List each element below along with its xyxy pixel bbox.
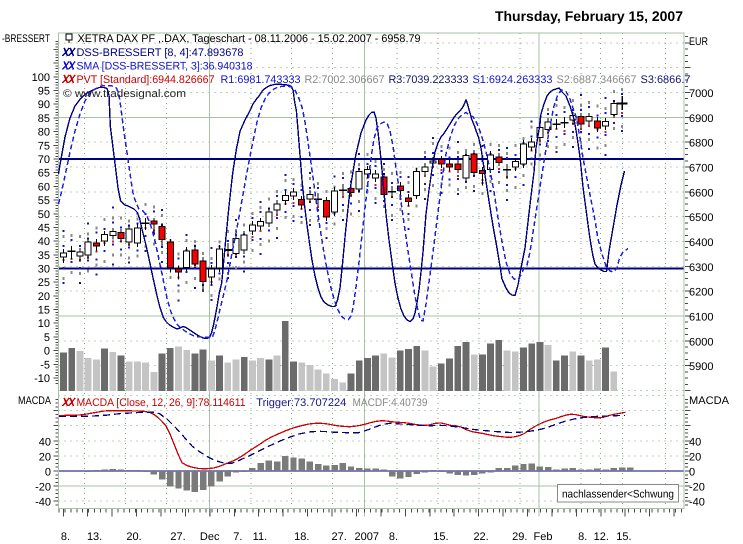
svg-text:DSS-BRESSERT [8, 4]:47.893678: DSS-BRESSERT [8, 4]:47.893678 [77, 47, 244, 59]
svg-text:R3:7039.223333: R3:7039.223333 [389, 74, 469, 86]
svg-text:35: 35 [38, 250, 50, 262]
svg-text:27.: 27. [170, 531, 185, 543]
svg-text:40: 40 [39, 436, 51, 448]
svg-text:25: 25 [38, 277, 50, 289]
svg-text:11.: 11. [253, 531, 267, 543]
svg-text:75: 75 [38, 140, 50, 152]
svg-text:Dec: Dec [200, 531, 220, 543]
svg-text:22.: 22. [473, 531, 488, 543]
svg-text:5900: 5900 [689, 361, 713, 373]
svg-text:-10: -10 [34, 373, 50, 385]
svg-text:-20: -20 [35, 482, 51, 494]
svg-text:15.: 15. [433, 531, 448, 543]
svg-text:12.: 12. [594, 531, 609, 543]
svg-text:8.: 8. [389, 531, 398, 543]
svg-text:nachlassender<Schwung: nachlassender<Schwung [562, 489, 674, 501]
svg-text:6400: 6400 [689, 237, 713, 249]
svg-text:6800: 6800 [689, 138, 713, 150]
svg-text:6900: 6900 [689, 113, 713, 125]
svg-text:20: 20 [39, 451, 51, 463]
svg-text:18.: 18. [294, 531, 309, 543]
svg-text:6100: 6100 [689, 312, 713, 324]
svg-text:-20: -20 [689, 482, 705, 494]
svg-text:95: 95 [38, 86, 50, 98]
svg-text:15: 15 [38, 305, 50, 317]
svg-text:-40: -40 [689, 497, 705, 509]
svg-text:© www.tradesignal.com: © www.tradesignal.com [63, 88, 186, 100]
svg-text:20: 20 [38, 291, 50, 303]
svg-text:-BRESSERT: -BRESSERT [2, 33, 50, 45]
svg-text:7.: 7. [233, 531, 242, 543]
svg-text:0: 0 [45, 467, 51, 479]
svg-text:MACDF:4.40739: MACDF:4.40739 [353, 397, 428, 409]
svg-text:13.: 13. [87, 531, 102, 543]
svg-text:15.: 15. [616, 531, 631, 543]
svg-text:20.: 20. [126, 531, 141, 543]
svg-text:PVT [Standard]:6944.826667: PVT [Standard]:6944.826667 [77, 74, 215, 86]
svg-text:2007: 2007 [355, 531, 379, 543]
svg-text:80: 80 [38, 127, 50, 139]
svg-text:Feb: Feb [534, 531, 553, 543]
svg-text:90: 90 [38, 99, 50, 111]
svg-text:EUR: EUR [689, 36, 708, 48]
svg-text:45: 45 [38, 222, 50, 234]
svg-text:Trigger:73.707224: Trigger:73.707224 [256, 397, 346, 409]
svg-text:S2:6887.346667: S2:6887.346667 [557, 74, 637, 86]
svg-text:29.: 29. [512, 531, 527, 543]
svg-text:XETRA DAX PF ,.DAX, Tageschart: XETRA DAX PF ,.DAX, Tageschart - 08.11.2… [78, 33, 421, 45]
svg-text:S3:6866.7: S3:6866.7 [641, 74, 691, 86]
svg-text:70: 70 [38, 154, 50, 166]
svg-text:MACDA [Close, 12, 26, 9]:78.11: MACDA [Close, 12, 26, 9]:78.114611 [77, 397, 246, 409]
svg-text:7000: 7000 [689, 88, 713, 100]
svg-text:6500: 6500 [689, 212, 713, 224]
svg-text:65: 65 [38, 168, 50, 180]
svg-text:55: 55 [38, 195, 50, 207]
svg-text:85: 85 [38, 113, 50, 125]
svg-text:50: 50 [38, 209, 50, 221]
svg-text:40: 40 [689, 436, 701, 448]
svg-text:-40: -40 [35, 497, 51, 509]
svg-text:6200: 6200 [689, 287, 713, 299]
svg-text:0: 0 [689, 467, 695, 479]
svg-text:-5: -5 [40, 359, 50, 371]
svg-text:SMA [DSS-BRESSERT, 3]:36.94031: SMA [DSS-BRESSERT, 3]:36.940318 [77, 61, 253, 73]
svg-text:100: 100 [32, 72, 50, 84]
svg-text:8.: 8. [578, 531, 587, 543]
svg-text:60: 60 [38, 181, 50, 193]
svg-text:6000: 6000 [689, 336, 713, 348]
svg-text:MACDA: MACDA [689, 395, 730, 407]
svg-text:6600: 6600 [689, 187, 713, 199]
svg-text:30: 30 [38, 264, 50, 276]
svg-text:MACDA: MACDA [18, 395, 52, 407]
svg-text:5: 5 [44, 332, 50, 344]
svg-text:27.: 27. [332, 531, 347, 543]
svg-text:S1:6924.263333: S1:6924.263333 [473, 74, 553, 86]
svg-text:8.: 8. [61, 531, 70, 543]
svg-text:Thursday, February 15, 2007: Thursday, February 15, 2007 [495, 8, 683, 24]
svg-text:20: 20 [689, 451, 701, 463]
svg-text:0: 0 [44, 346, 50, 358]
svg-text:6700: 6700 [689, 163, 713, 175]
svg-text:10: 10 [38, 318, 50, 330]
svg-text:R1:6981.743333: R1:6981.743333 [221, 74, 301, 86]
svg-text:40: 40 [38, 236, 50, 248]
svg-text:6300: 6300 [689, 262, 713, 274]
svg-text:R2:7002.306667: R2:7002.306667 [305, 74, 385, 86]
